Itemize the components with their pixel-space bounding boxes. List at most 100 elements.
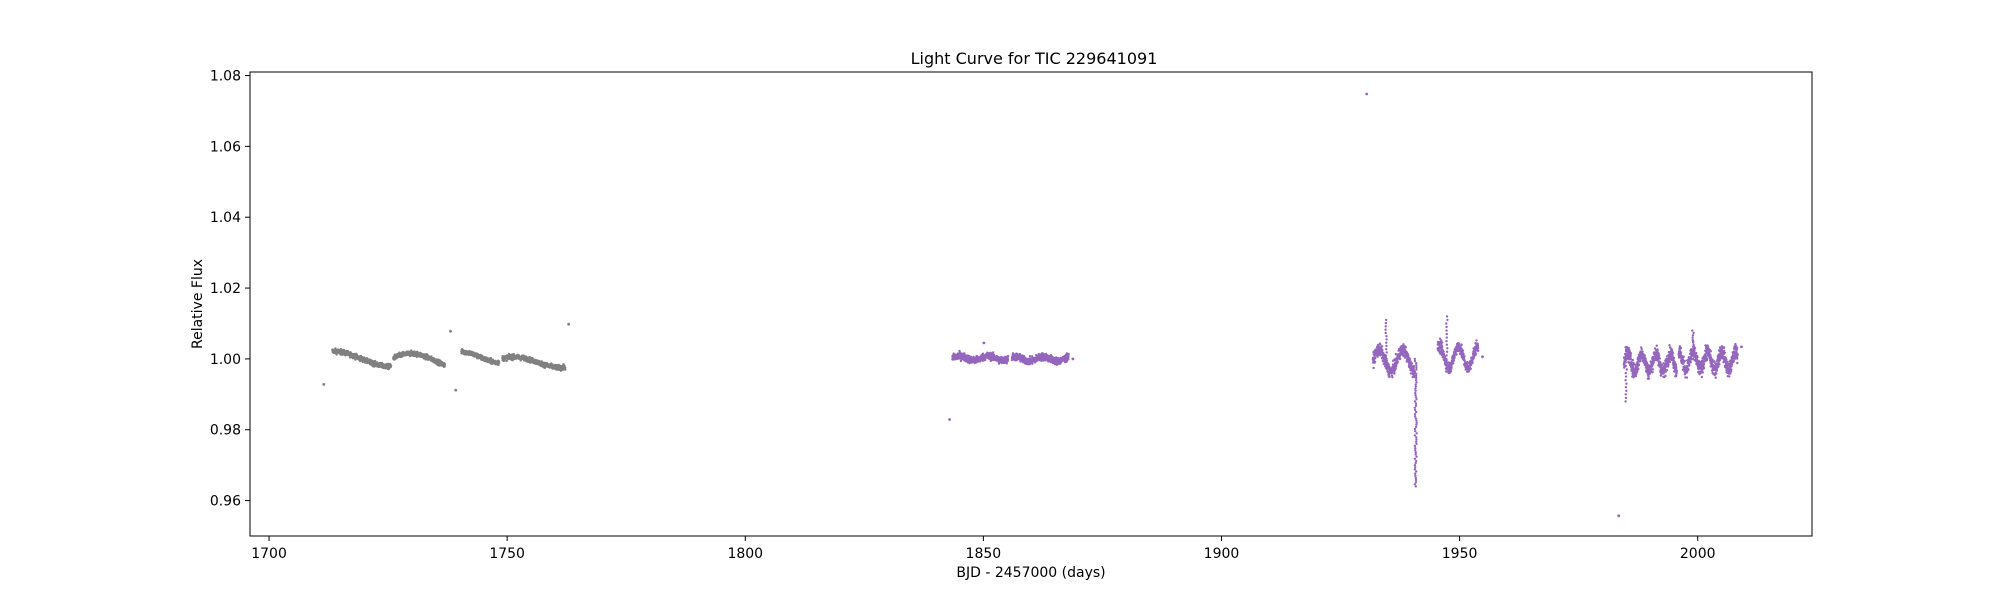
data-point [1457,342,1461,345]
data-point [1722,346,1726,349]
data-point [1394,367,1397,370]
data-point [443,363,446,366]
data-point [1689,361,1692,364]
data-point [1412,365,1416,368]
data-point [1414,478,1418,482]
data-point [1730,363,1734,366]
data-point [1668,344,1671,347]
data-point [1445,354,1448,357]
data-point [1414,379,1418,382]
data-point [1440,341,1444,344]
data-point [992,351,995,354]
data-point [1445,315,1449,318]
data-point [1645,361,1649,365]
data-point [1736,361,1739,365]
data-point [1728,375,1731,378]
data-point [1675,370,1679,373]
data-point [1413,457,1417,460]
data-point [1667,363,1670,367]
data-point [1414,425,1418,429]
data-point [1415,374,1418,378]
data-point [1735,346,1739,349]
data-point [1398,357,1402,361]
data-point [1634,374,1638,378]
data-point [1067,358,1070,361]
data-point [1414,430,1417,433]
data-point [1372,366,1375,370]
data-point [1415,366,1418,369]
data-point [1415,440,1418,443]
data-point [1414,387,1417,390]
data-point [1668,360,1672,364]
data-point [1414,451,1418,454]
data-point [1385,351,1389,354]
data-point [1413,483,1417,486]
data-point [1674,363,1678,366]
data-point [1656,348,1659,351]
data-point [1445,332,1449,336]
data-point [1413,464,1417,467]
data-point [1413,434,1417,437]
data-point [1414,447,1417,450]
data-point [1441,345,1444,349]
data-point [1385,344,1388,348]
data-point [1461,349,1465,352]
data-point [1415,421,1418,424]
data-point [1709,350,1713,353]
data-point [1709,355,1713,359]
data-point [1706,357,1709,361]
data-point [1031,362,1034,365]
data-point [1413,413,1417,416]
data-point [1475,339,1478,342]
data-point [1005,362,1008,365]
data-point [1702,362,1706,366]
data-point [1408,357,1412,360]
data-point [1672,356,1676,360]
data-point [1415,372,1418,375]
data-point [489,356,492,360]
data-point [389,364,393,367]
data-point [1414,461,1417,465]
data-point [1460,343,1463,346]
data-point [1723,351,1727,354]
data-point [1384,325,1387,328]
data-point [1384,322,1388,325]
data-point [1702,367,1706,370]
data-point [1384,328,1387,331]
data-point [1446,318,1449,322]
data-point [1414,466,1417,469]
data-point [1655,344,1659,347]
data-point [1627,346,1631,350]
data-point [1700,375,1704,379]
data-point [1380,345,1384,348]
data-point [1675,374,1678,378]
data-point [1415,381,1418,384]
data-point [1376,355,1379,358]
data-point [1730,368,1733,371]
data-point [1665,369,1669,372]
data-point [1006,358,1010,361]
data-point [1671,349,1674,353]
data-point [1657,354,1661,357]
data-point [1414,453,1417,456]
data-point [1415,455,1418,458]
data-point [1414,391,1417,395]
data-point [1683,359,1687,363]
data-point [1413,357,1417,361]
data-point [1717,365,1720,368]
data-point [1413,406,1417,409]
data-point [1452,359,1456,362]
data-point [1393,372,1396,375]
data-point [1637,368,1640,371]
data-point [1449,369,1453,373]
data-point [1415,376,1418,380]
data-point [1736,357,1739,360]
chart-title: Light Curve for TIC 229641091 [911,49,1158,68]
data-point [1414,476,1418,480]
data-point [1695,351,1698,355]
data-point [1625,389,1628,392]
data-point [1688,363,1691,366]
data-point [1445,336,1449,339]
data-point [1687,368,1690,371]
data-point [1477,349,1480,353]
